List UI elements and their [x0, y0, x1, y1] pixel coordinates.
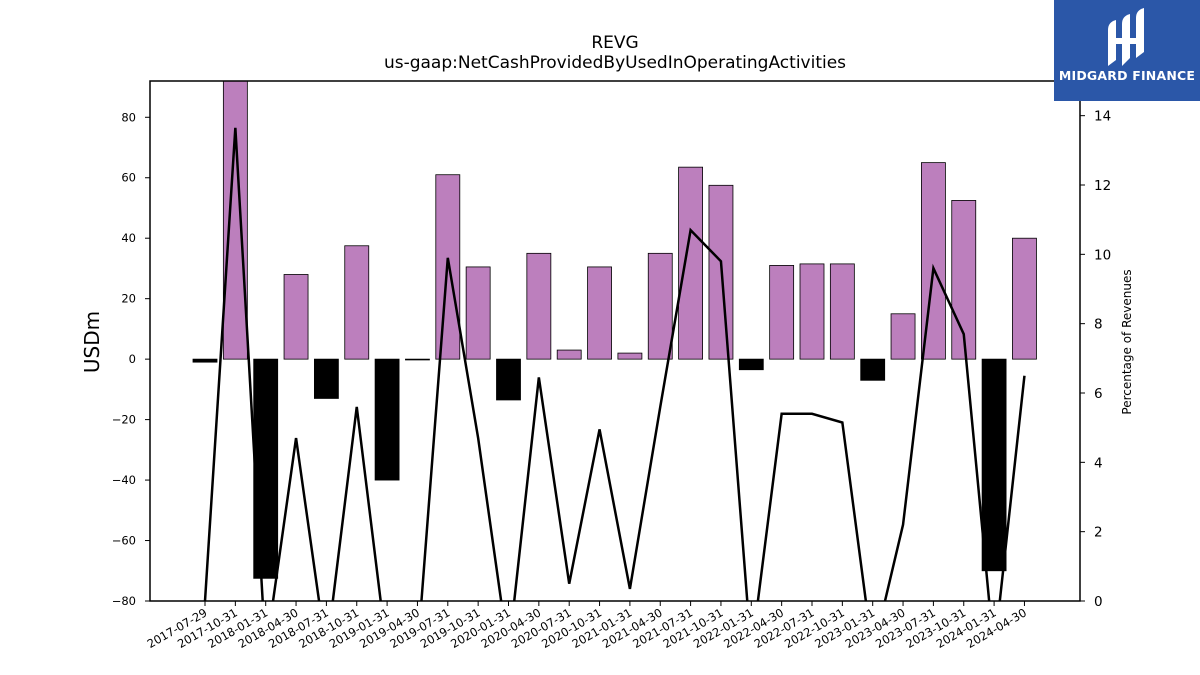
bar-2022-01-31 [738, 358, 764, 371]
bar-2021-07-31 [678, 166, 703, 360]
chart-title: REVG [591, 33, 639, 53]
bar-2018-01-31 [253, 358, 279, 579]
bar-2019-10-31 [465, 266, 491, 360]
bar-2021-01-31 [617, 352, 643, 360]
left-tick-label: 60 [121, 171, 136, 185]
bar-2023-04-30 [890, 313, 916, 360]
bar-2021-04-30 [647, 252, 673, 360]
logo-text: MIDGARD FINANCE [1058, 68, 1196, 83]
logo-mark-icon [1108, 8, 1144, 66]
right-tick-label: 0 [1094, 594, 1103, 610]
right-tick-label: 14 [1094, 109, 1111, 125]
brand-logo: MIDGARD FINANCE [1054, 0, 1200, 101]
bar-2024-04-30 [1012, 237, 1037, 360]
plot-frame [149, 80, 1081, 602]
bar-2018-07-31 [313, 358, 339, 399]
bar-2019-04-30 [405, 358, 430, 361]
bar-2017-10-31 [222, 81, 248, 360]
right-tick-label: 12 [1094, 178, 1111, 194]
left-tick-label: 20 [121, 292, 136, 306]
bar-2024-01-31 [981, 358, 1007, 572]
bar-2020-07-31 [556, 349, 582, 360]
bar-2019-01-31 [374, 358, 400, 481]
right-tick-label: 4 [1094, 455, 1103, 471]
right-tick-label: 10 [1094, 247, 1111, 263]
bar-2020-04-30 [526, 252, 552, 360]
left-tick-label: −80 [112, 594, 136, 608]
bar-2017-07-29 [192, 358, 218, 363]
left-tick-label: 80 [121, 110, 136, 124]
chart-subtitle: us-gaap:NetCashProvidedByUsedInOperating… [383, 53, 847, 73]
right-tick-label: 8 [1094, 317, 1103, 333]
left-tick-label: −20 [112, 413, 136, 427]
right-tick-label: 2 [1094, 525, 1103, 541]
left-tick-label: 0 [129, 352, 136, 366]
bar-2020-10-31 [587, 266, 612, 360]
bar-2023-01-31 [860, 358, 886, 381]
y-axis-label-right: Percentage of Revenues [1120, 269, 1134, 415]
bar-2022-10-31 [829, 263, 855, 360]
left-tick-label: −60 [112, 534, 136, 548]
bar-2020-01-31 [496, 358, 521, 401]
left-tick-label: −40 [112, 473, 136, 487]
left-tick-label: 40 [121, 231, 136, 245]
percentage-line [203, 127, 1026, 601]
bar-2018-10-31 [344, 245, 370, 360]
bar-2022-07-31 [799, 263, 825, 360]
bar-2018-04-30 [283, 274, 309, 360]
bar-2022-04-30 [769, 265, 795, 360]
right-tick-label: 6 [1094, 386, 1103, 402]
y-axis-label-left: USDm [80, 310, 104, 374]
